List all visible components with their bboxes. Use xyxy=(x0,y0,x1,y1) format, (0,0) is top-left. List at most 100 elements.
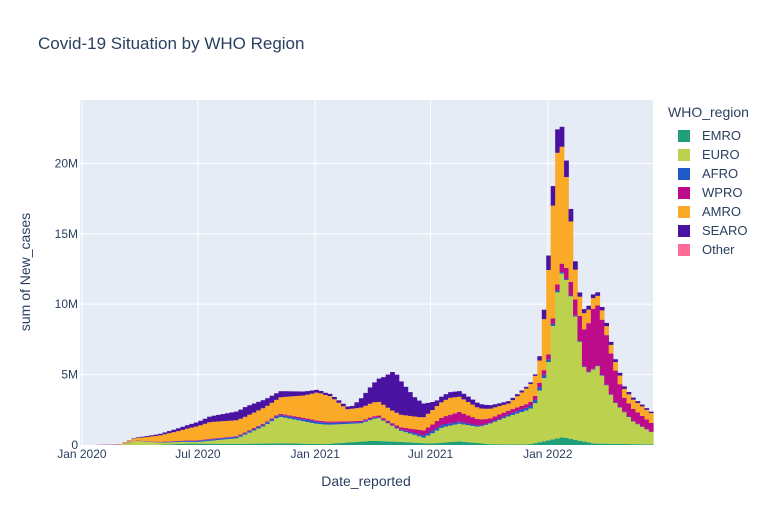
bar-segment-amro[interactable] xyxy=(412,416,418,430)
bar-segment-amro[interactable] xyxy=(541,319,547,371)
bar-segment-amro[interactable] xyxy=(595,295,601,306)
bar-segment-afro[interactable] xyxy=(269,419,275,422)
bar-segment-searo[interactable] xyxy=(367,387,373,404)
bar-segment-emro[interactable] xyxy=(488,444,494,445)
bar-segment-searo[interactable] xyxy=(225,413,230,421)
bar-segment-euro[interactable] xyxy=(296,420,302,444)
bar-segment-euro[interactable] xyxy=(586,372,592,443)
bar-segment-euro[interactable] xyxy=(242,434,248,444)
bar-segment-emro[interactable] xyxy=(256,443,261,445)
bar-segment-searo[interactable] xyxy=(180,426,186,430)
bar-segment-wpro[interactable] xyxy=(407,428,413,432)
bar-segment-amro[interactable] xyxy=(158,435,163,442)
bar-segment-emro[interactable] xyxy=(510,444,516,445)
bar-segment-amro[interactable] xyxy=(225,420,230,438)
bar-segment-euro[interactable] xyxy=(604,385,610,444)
bar-segment-wpro[interactable] xyxy=(631,408,636,422)
bar-segment-amro[interactable] xyxy=(296,395,302,417)
bar-segment-searo[interactable] xyxy=(385,374,391,408)
bar-segment-euro[interactable] xyxy=(639,426,645,445)
bar-segment-amro[interactable] xyxy=(555,152,560,285)
bar-segment-searo[interactable] xyxy=(390,371,395,411)
bar-segment-searo[interactable] xyxy=(474,402,480,408)
bar-segment-amro[interactable] xyxy=(407,415,413,429)
bar-segment-searo[interactable] xyxy=(564,160,569,178)
bar-segment-amro[interactable] xyxy=(604,326,610,336)
bar-segment-wpro[interactable] xyxy=(425,427,431,434)
bar-segment-searo[interactable] xyxy=(519,390,525,393)
bar-segment-searo[interactable] xyxy=(639,404,645,407)
bar-segment-euro[interactable] xyxy=(443,426,449,443)
bar-segment-searo[interactable] xyxy=(483,404,489,409)
bar-segment-wpro[interactable] xyxy=(242,432,248,434)
bar-segment-euro[interactable] xyxy=(184,441,190,444)
bar-segment-amro[interactable] xyxy=(501,404,507,413)
bar-segment-afro[interactable] xyxy=(474,425,480,427)
bar-segment-amro[interactable] xyxy=(573,269,578,300)
bar-segment-euro[interactable] xyxy=(573,316,578,440)
bar-segment-wpro[interactable] xyxy=(492,416,498,421)
bar-segment-euro[interactable] xyxy=(247,432,253,444)
bar-segment-afro[interactable] xyxy=(430,430,435,434)
bar-segment-amro[interactable] xyxy=(323,394,328,422)
bar-segment-emro[interactable] xyxy=(225,443,230,445)
bar-segment-afro[interactable] xyxy=(318,422,324,425)
bar-segment-amro[interactable] xyxy=(274,399,279,416)
bar-segment-searo[interactable] xyxy=(305,391,311,395)
bar-segment-emro[interactable] xyxy=(345,442,351,445)
bar-segment-emro[interactable] xyxy=(296,443,302,445)
bar-segment-afro[interactable] xyxy=(399,429,404,431)
bar-segment-amro[interactable] xyxy=(126,440,132,442)
bar-segment-searo[interactable] xyxy=(336,400,342,403)
bar-segment-wpro[interactable] xyxy=(372,416,377,418)
bar-segment-wpro[interactable] xyxy=(590,308,596,369)
bar-segment-euro[interactable] xyxy=(341,424,346,443)
bar-segment-amro[interactable] xyxy=(211,421,217,439)
bar-segment-searo[interactable] xyxy=(327,393,333,397)
bar-segment-wpro[interactable] xyxy=(635,412,641,424)
bar-segment-afro[interactable] xyxy=(577,340,583,342)
bar-segment-emro[interactable] xyxy=(399,441,404,445)
bar-segment-emro[interactable] xyxy=(251,443,257,445)
bar-segment-wpro[interactable] xyxy=(599,319,605,376)
bar-segment-euro[interactable] xyxy=(434,430,440,444)
bar-segment-wpro[interactable] xyxy=(515,407,520,412)
bar-segment-afro[interactable] xyxy=(265,422,270,425)
bar-segment-amro[interactable] xyxy=(430,410,435,425)
bar-segment-searo[interactable] xyxy=(238,409,244,419)
bar-segment-wpro[interactable] xyxy=(175,440,181,442)
bar-segment-searo[interactable] xyxy=(162,432,168,435)
bar-segment-searo[interactable] xyxy=(220,414,226,422)
bar-segment-emro[interactable] xyxy=(358,441,364,445)
bar-segment-afro[interactable] xyxy=(425,433,431,436)
bar-segment-emro[interactable] xyxy=(367,440,373,445)
bar-segment-euro[interactable] xyxy=(278,416,284,444)
bar-segment-wpro[interactable] xyxy=(586,323,592,372)
bar-segment-searo[interactable] xyxy=(318,391,324,394)
bar-segment-euro[interactable] xyxy=(327,424,333,444)
bar-segment-euro[interactable] xyxy=(452,424,458,442)
bar-segment-afro[interactable] xyxy=(323,422,328,425)
bar-segment-afro[interactable] xyxy=(564,278,569,280)
bar-segment-afro[interactable] xyxy=(559,272,565,274)
bar-segment-searo[interactable] xyxy=(149,435,154,437)
bar-segment-emro[interactable] xyxy=(269,443,275,445)
bar-segment-searo[interactable] xyxy=(434,400,440,407)
bar-segment-amro[interactable] xyxy=(358,407,364,421)
bar-segment-emro[interactable] xyxy=(622,444,627,445)
bar-segment-searo[interactable] xyxy=(532,374,538,376)
bar-segment-afro[interactable] xyxy=(421,435,427,438)
bar-segment-amro[interactable] xyxy=(278,397,284,414)
bar-segment-amro[interactable] xyxy=(416,417,422,430)
bar-segment-euro[interactable] xyxy=(363,421,369,442)
bar-segment-euro[interactable] xyxy=(483,424,489,444)
bar-segment-wpro[interactable] xyxy=(287,415,293,417)
bar-segment-emro[interactable] xyxy=(465,442,471,445)
bar-segment-searo[interactable] xyxy=(599,307,605,311)
bar-segment-emro[interactable] xyxy=(430,443,435,445)
bar-segment-euro[interactable] xyxy=(532,403,538,444)
bar-segment-afro[interactable] xyxy=(488,422,494,424)
bar-segment-amro[interactable] xyxy=(180,429,186,441)
bar-segment-searo[interactable] xyxy=(332,396,337,400)
